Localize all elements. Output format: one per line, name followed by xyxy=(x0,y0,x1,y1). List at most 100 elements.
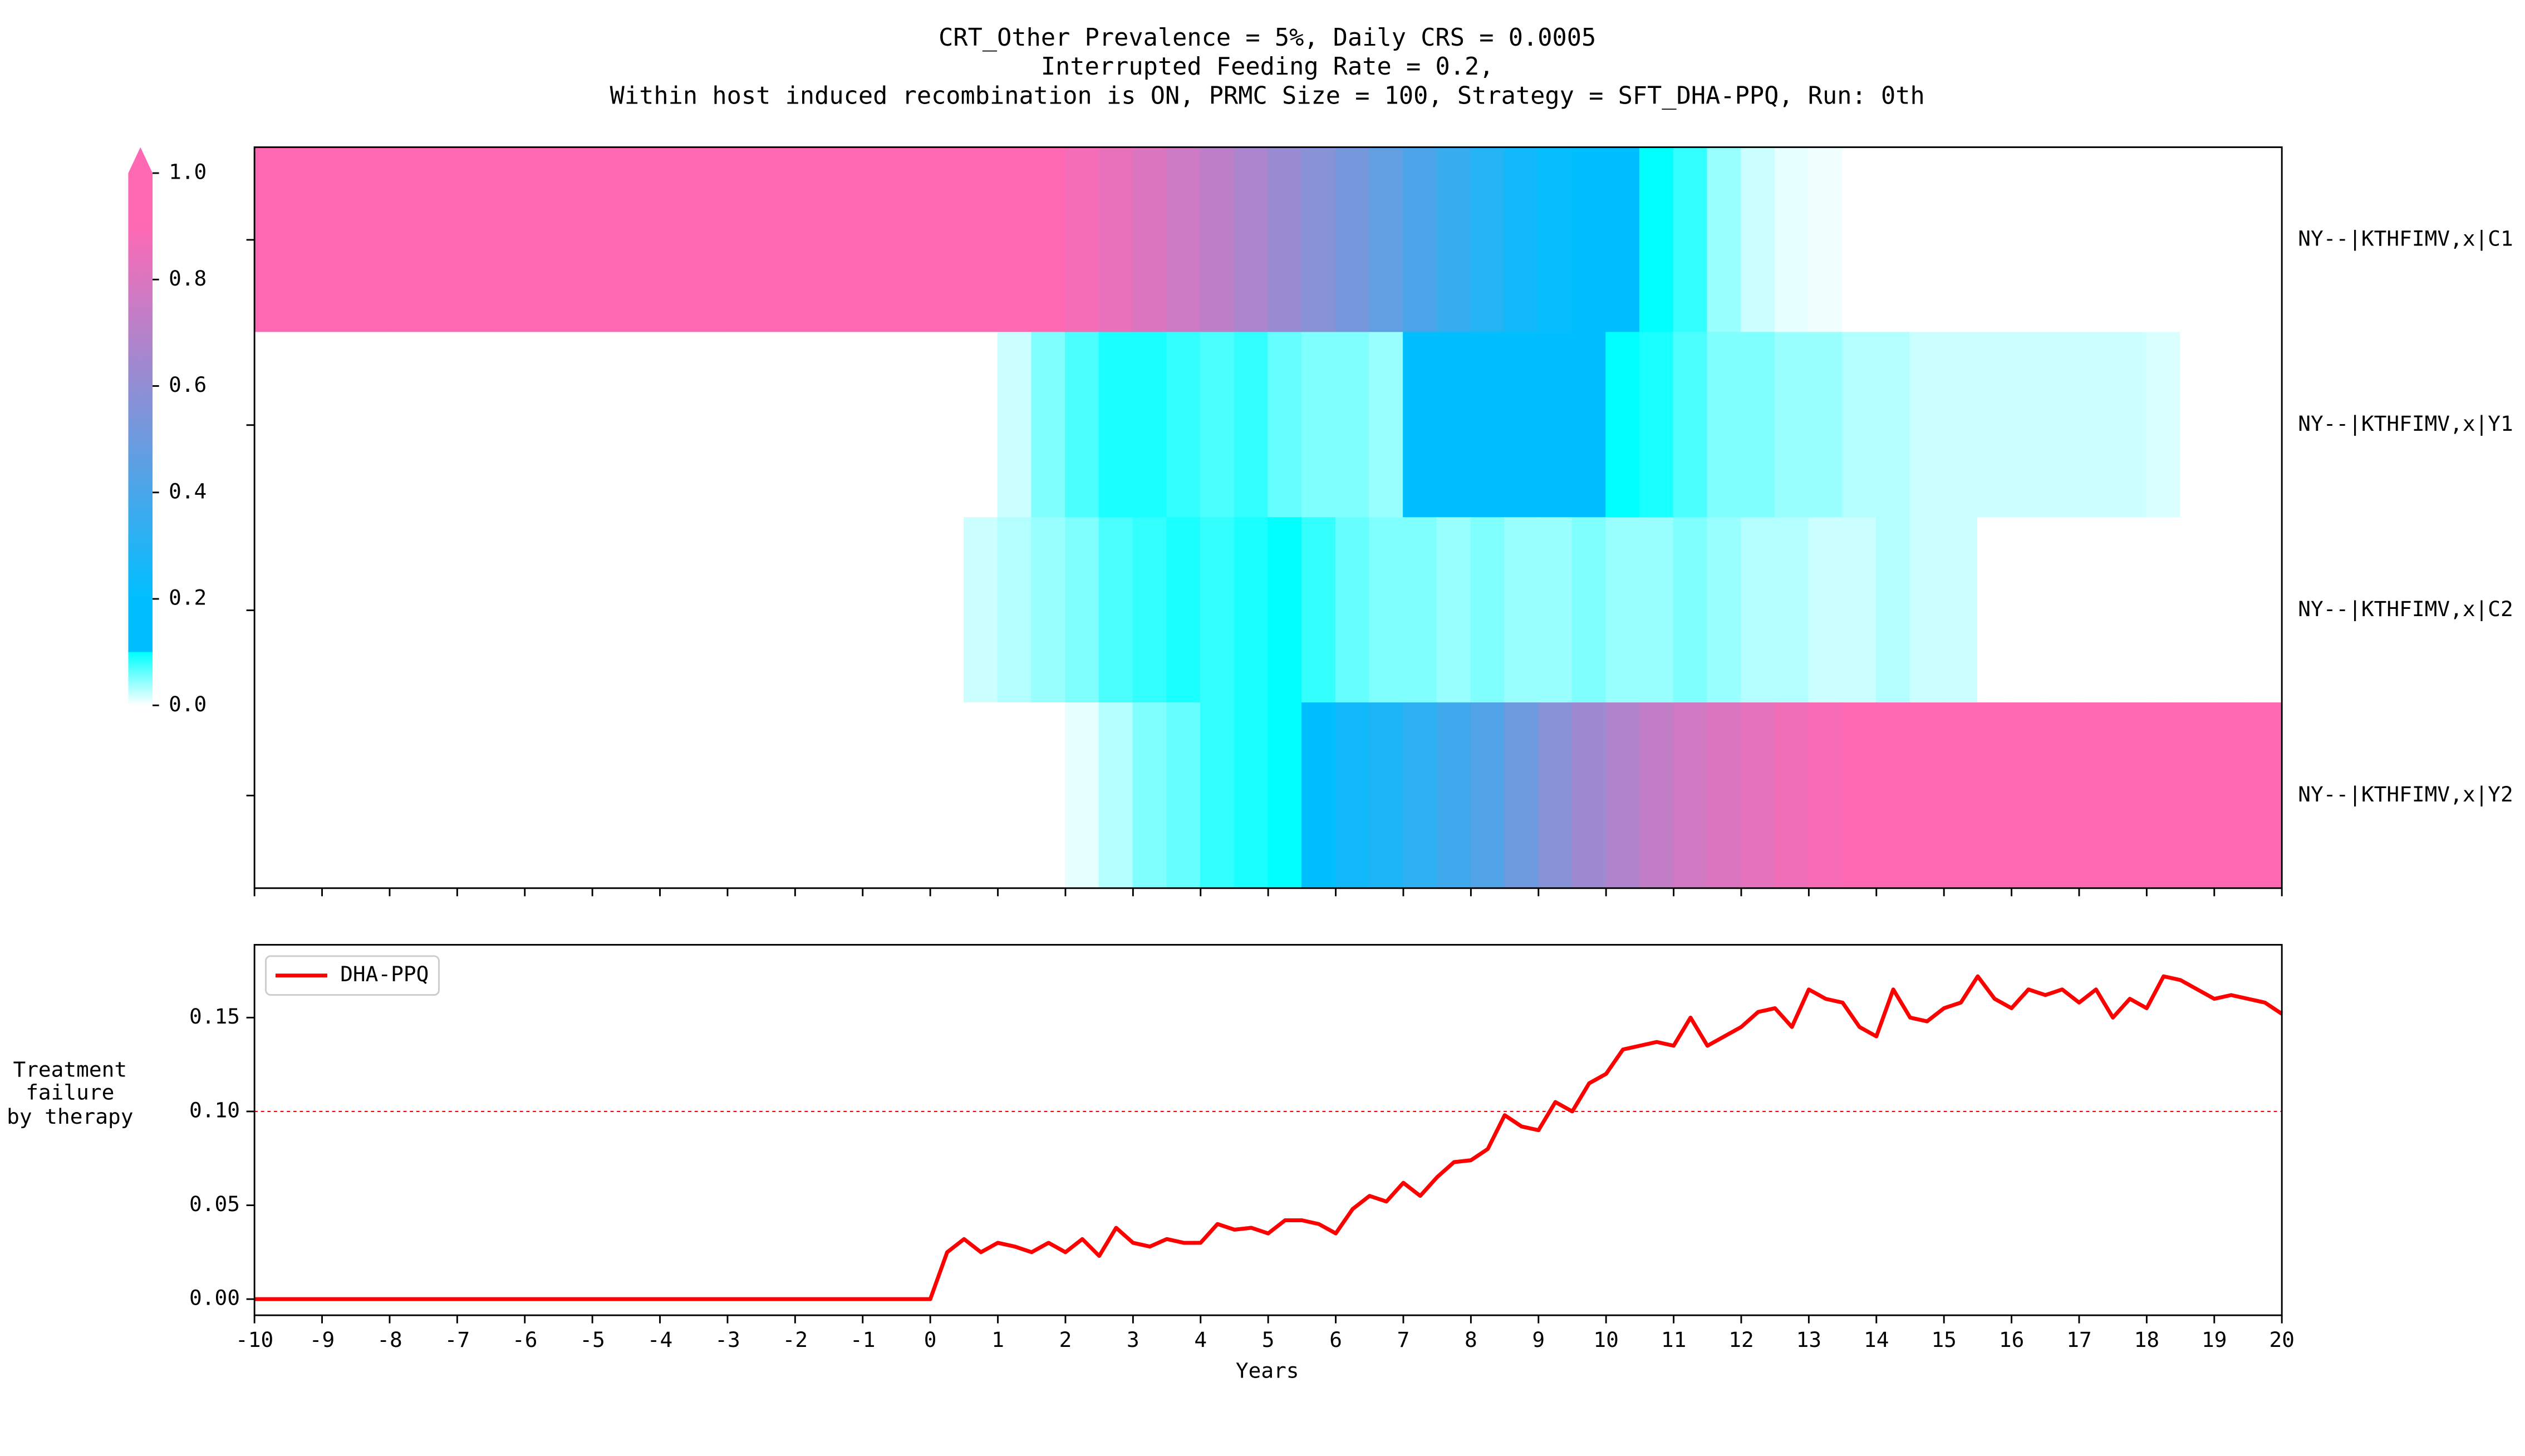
heat-cell xyxy=(355,702,390,889)
heat-cell xyxy=(1774,146,1810,333)
heat-cell xyxy=(389,146,424,333)
heat-cell xyxy=(1166,517,1201,704)
heat-cell xyxy=(896,702,931,889)
heat-cell xyxy=(524,517,559,704)
heat-cell xyxy=(1132,517,1167,704)
heat-cell xyxy=(1639,332,1674,519)
heat-cell xyxy=(1842,702,1877,889)
heat-cell xyxy=(490,332,525,519)
heat-cell xyxy=(2146,702,2181,889)
heat-cell xyxy=(1673,517,1708,704)
heat-cell xyxy=(930,702,965,889)
heat-cell xyxy=(896,332,931,519)
heat-cell xyxy=(1268,332,1303,519)
heat-cell xyxy=(1436,517,1472,704)
heat-cell xyxy=(1909,146,1945,333)
heat-cell xyxy=(287,517,323,704)
x-tick-label: 16 xyxy=(1999,1327,2024,1352)
heat-cell xyxy=(1774,332,1810,519)
heat-cell xyxy=(1335,332,1370,519)
heat-cell xyxy=(1200,146,1235,333)
heat-cell xyxy=(1808,517,1843,704)
heat-cell xyxy=(693,332,728,519)
heat-cell xyxy=(2079,146,2114,333)
heat-cell xyxy=(963,146,999,333)
heat-cell xyxy=(1571,702,1607,889)
heat-cell xyxy=(1605,332,1640,519)
heat-cell xyxy=(1943,517,1978,704)
x-tick-label: -4 xyxy=(647,1327,672,1352)
heat-cell xyxy=(2247,702,2283,889)
heat-cell xyxy=(828,517,863,704)
heat-cell xyxy=(524,146,559,333)
heat-cell xyxy=(2247,332,2283,519)
heat-cell xyxy=(1166,146,1201,333)
heat-cell xyxy=(2045,332,2080,519)
heat-cell xyxy=(2045,517,2080,704)
heat-cell xyxy=(1909,332,1945,519)
heat-cell xyxy=(1571,517,1607,704)
heat-cell xyxy=(1808,332,1843,519)
heat-cell xyxy=(2180,146,2215,333)
heat-cell xyxy=(930,332,965,519)
heat-cell xyxy=(997,517,1033,704)
heat-cell xyxy=(2180,332,2215,519)
heat-cell xyxy=(997,702,1033,889)
heat-cell xyxy=(659,702,695,889)
heat-cell xyxy=(794,332,829,519)
heat-cell xyxy=(1842,332,1877,519)
heat-cell xyxy=(2011,332,2046,519)
y-label: failure xyxy=(26,1080,114,1104)
heat-cell xyxy=(1639,702,1674,889)
heat-cell xyxy=(389,702,424,889)
heat-cell xyxy=(1537,332,1573,519)
heat-cell xyxy=(355,146,390,333)
heat-cell xyxy=(389,332,424,519)
heat-cell xyxy=(456,332,492,519)
heat-cell xyxy=(1065,332,1100,519)
heat-cell xyxy=(2180,517,2215,704)
heat-cell xyxy=(963,332,999,519)
heat-cell xyxy=(2112,702,2148,889)
plot-frame xyxy=(253,944,2283,1316)
heat-cell xyxy=(490,702,525,889)
heat-cell xyxy=(997,332,1033,519)
title-line: Interrupted Feeding Rate = 0.2, xyxy=(1041,53,1494,81)
heat-cell xyxy=(456,517,492,704)
heat-cell xyxy=(321,517,357,704)
heat-cell xyxy=(1436,146,1472,333)
heat-cell xyxy=(1268,517,1303,704)
heat-cell xyxy=(727,517,762,704)
heat-cell xyxy=(760,146,796,333)
heat-cell xyxy=(1842,146,1877,333)
heat-cell xyxy=(1504,332,1539,519)
heat-cell xyxy=(1200,517,1235,704)
heat-cell xyxy=(254,702,289,889)
colorbar-tick-label: 0.2 xyxy=(169,586,207,610)
heat-cell xyxy=(1774,517,1810,704)
heat-cell xyxy=(1031,517,1066,704)
heat-cell xyxy=(1268,702,1303,889)
x-tick-label: 13 xyxy=(1796,1327,1821,1352)
heat-cell xyxy=(1943,702,1978,889)
heat-cell xyxy=(2079,517,2114,704)
heat-cell xyxy=(456,146,492,333)
x-tick-label: 2 xyxy=(1059,1327,1072,1352)
heat-cell xyxy=(592,702,627,889)
x-tick-label: 20 xyxy=(2269,1327,2294,1352)
heat-cell xyxy=(355,517,390,704)
heat-cell xyxy=(490,146,525,333)
colorbar-tick-label: 0.0 xyxy=(169,692,207,716)
heat-cell xyxy=(558,332,593,519)
x-tick-label: -10 xyxy=(235,1327,273,1352)
row-label: NY--|KTHFIMV,x|Y2 xyxy=(2298,782,2513,807)
heat-cell xyxy=(1774,702,1810,889)
x-tick-label: 11 xyxy=(1661,1327,1686,1352)
heat-cell xyxy=(2011,146,2046,333)
colorbar-tick-label: 0.6 xyxy=(169,372,207,397)
row-label: NY--|KTHFIMV,x|C2 xyxy=(2298,597,2513,622)
heat-cell xyxy=(1301,702,1337,889)
heat-cell xyxy=(1571,332,1607,519)
heat-cell xyxy=(1605,146,1640,333)
